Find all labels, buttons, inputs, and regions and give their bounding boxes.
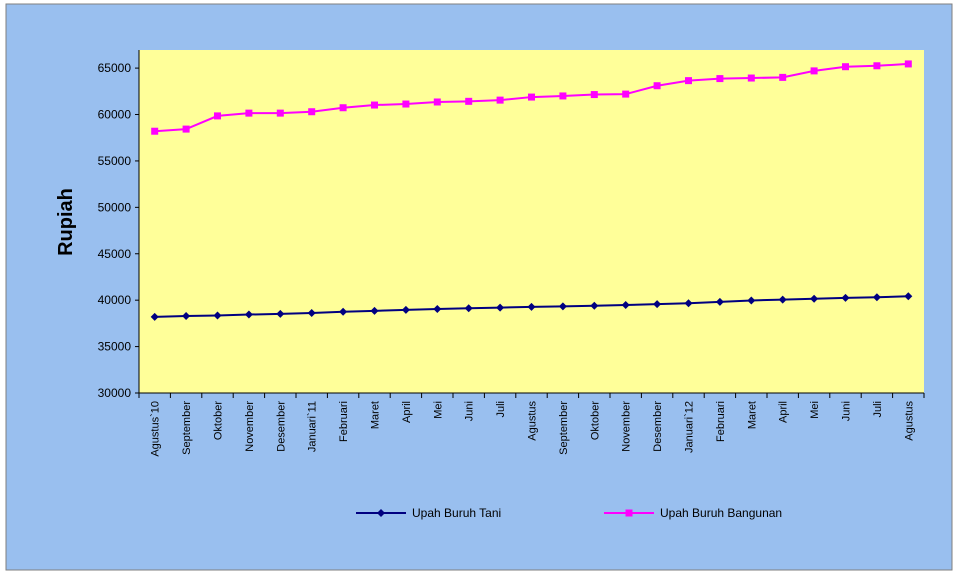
x-tick-label: Juni <box>841 401 853 421</box>
data-point <box>654 82 661 89</box>
y-tick-label: 45000 <box>98 247 132 261</box>
x-tick-label: Desember <box>652 401 664 452</box>
legend-label: Upah Buruh Tani <box>412 506 501 520</box>
x-tick-label: Juli <box>872 401 884 418</box>
x-tick-label: November <box>621 401 633 452</box>
x-tick-label: Agustus <box>527 401 539 441</box>
data-point <box>308 108 315 115</box>
data-point <box>434 98 441 105</box>
data-point <box>842 63 849 70</box>
data-point <box>591 91 598 98</box>
data-point <box>748 75 755 82</box>
data-point <box>465 98 472 105</box>
data-point <box>873 62 880 69</box>
x-tick-label: Agustus`10 <box>150 401 162 457</box>
data-point <box>497 97 504 104</box>
x-tick-label: April <box>401 401 413 423</box>
x-tick-label: April <box>778 401 790 423</box>
x-tick-label: Oktober <box>213 401 225 440</box>
y-tick-label: 35000 <box>98 340 132 354</box>
x-tick-label: Januari`12 <box>684 401 696 453</box>
x-tick-label: Oktober <box>589 401 601 440</box>
x-tick-label: November <box>244 401 256 452</box>
x-tick-label: September <box>558 401 570 455</box>
data-point <box>779 74 786 81</box>
x-tick-label: September <box>181 401 193 455</box>
y-tick-label: 40000 <box>98 293 132 307</box>
data-point <box>811 67 818 74</box>
data-point <box>214 112 221 119</box>
data-point <box>340 104 347 111</box>
y-axis-label: Rupiah <box>55 188 77 256</box>
y-tick-label: 50000 <box>98 200 132 214</box>
data-point <box>183 126 190 133</box>
x-tick-label: Agustus <box>903 401 915 441</box>
y-tick-label: 30000 <box>98 386 132 400</box>
y-tick-label: 65000 <box>98 61 132 75</box>
x-tick-label: Juni <box>464 401 476 421</box>
x-tick-label: Mei <box>432 401 444 419</box>
data-point <box>559 92 566 99</box>
x-tick-label: Desember <box>275 401 287 452</box>
data-point <box>716 75 723 82</box>
x-tick-label: Juli <box>495 401 507 418</box>
data-point <box>371 102 378 109</box>
x-tick-label: Februari <box>338 401 350 442</box>
data-point <box>402 101 409 108</box>
data-point <box>905 60 912 67</box>
data-point <box>277 110 284 117</box>
data-point <box>245 110 252 117</box>
data-point <box>528 94 535 101</box>
y-tick-label: 55000 <box>98 154 132 168</box>
data-point <box>622 91 629 98</box>
legend-label: Upah Buruh Bangunan <box>660 506 782 520</box>
x-tick-label: Mei <box>809 401 821 419</box>
x-tick-label: Maret <box>370 401 382 429</box>
x-tick-label: Maret <box>746 401 758 429</box>
legend-marker <box>626 510 633 517</box>
x-tick-label: Januari`11 <box>307 401 319 452</box>
data-point <box>685 77 692 84</box>
x-tick-label: Februari <box>715 401 727 442</box>
plot-area-background <box>139 50 924 393</box>
data-point <box>151 128 158 135</box>
y-tick-label: 60000 <box>98 108 132 122</box>
